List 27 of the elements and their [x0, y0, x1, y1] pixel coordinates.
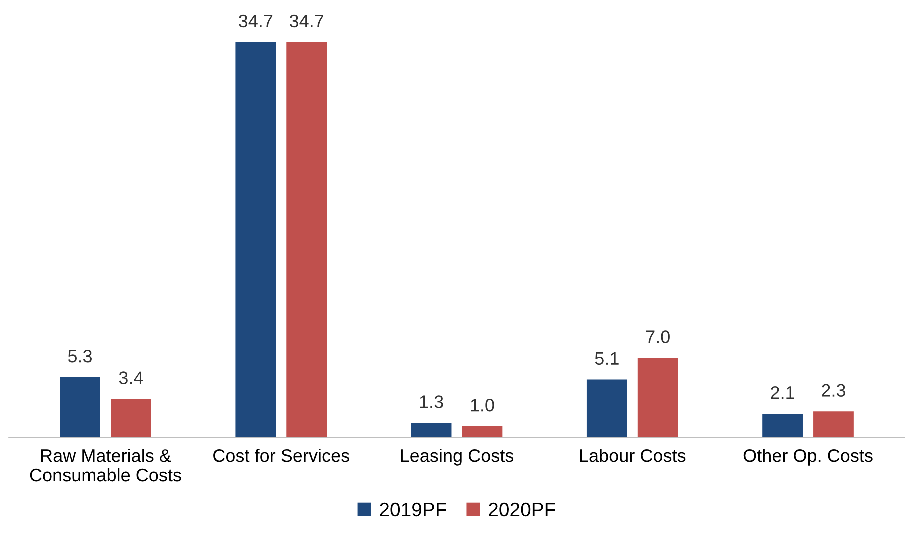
data-label: 3.4 [119, 372, 144, 384]
x-tick-label: Labour Costs [580, 448, 686, 462]
x-tick-label: Raw Materials & Consumable Costs [30, 448, 182, 482]
data-label: 1.0 [471, 399, 494, 412]
bar [462, 426, 503, 438]
data-label: 5.1 [595, 352, 619, 366]
data-label: 34.7 [239, 14, 273, 28]
data-label: 1.3 [420, 396, 444, 408]
x-tick-label: Other Op. Costs [744, 448, 873, 466]
data-label: 5.3 [68, 350, 92, 363]
bar [586, 380, 628, 438]
bar [286, 42, 328, 438]
legend-label: 2020PF [489, 502, 556, 517]
bar [411, 423, 452, 438]
legend-label: 2019PF [380, 502, 447, 517]
x-tick-label: Cost for Services [214, 448, 350, 462]
bar [60, 377, 100, 438]
data-label: 2.3 [822, 384, 846, 397]
data-label: 34.7 [290, 14, 324, 28]
bar [638, 358, 678, 438]
data-label: 7.0 [646, 330, 670, 344]
bar [111, 399, 152, 438]
bar [762, 414, 803, 438]
x-tick-label: Leasing Costs [401, 448, 514, 466]
bar [236, 42, 276, 438]
data-label: 2.1 [771, 386, 794, 400]
bar [814, 412, 854, 438]
